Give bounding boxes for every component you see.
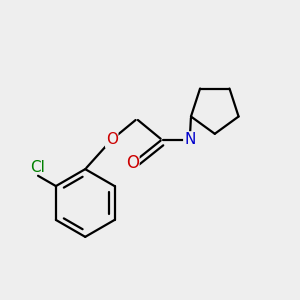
Text: Cl: Cl xyxy=(31,160,46,175)
Text: N: N xyxy=(184,132,195,147)
Text: N: N xyxy=(184,132,195,147)
Text: O: O xyxy=(106,132,118,147)
Text: O: O xyxy=(126,154,139,172)
